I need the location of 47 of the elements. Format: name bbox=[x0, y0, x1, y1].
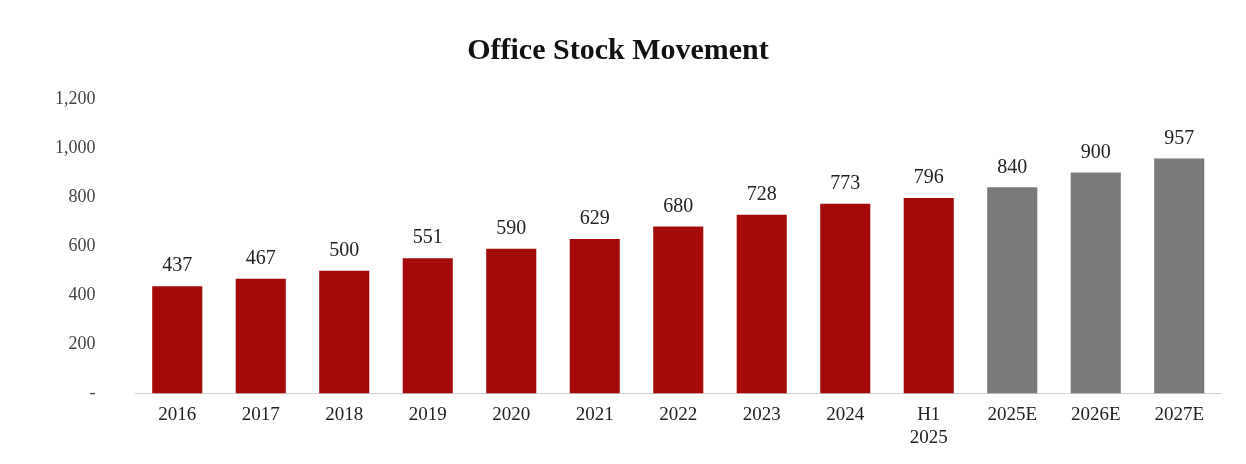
bar bbox=[569, 239, 620, 394]
x-tick-label: 2021 bbox=[575, 402, 614, 424]
chart-title: Office Stock Movement bbox=[467, 31, 769, 65]
y-tick-label: 1,000 bbox=[55, 136, 96, 157]
x-tick-label: 2019 bbox=[408, 402, 447, 424]
bar bbox=[1070, 172, 1121, 394]
data-label: 467 bbox=[245, 246, 276, 269]
data-label: 957 bbox=[1164, 125, 1195, 148]
bar bbox=[903, 198, 954, 394]
x-tick-label: 2016 bbox=[158, 402, 197, 424]
bar bbox=[736, 214, 787, 394]
bar bbox=[653, 226, 704, 394]
x-tick-label: 2017 bbox=[241, 402, 280, 424]
data-label: 728 bbox=[746, 182, 777, 205]
x-tick-label: 2023 bbox=[742, 402, 781, 424]
data-label: 629 bbox=[579, 206, 610, 229]
x-tick-label: 2024 bbox=[826, 402, 865, 424]
x-tick-label: 2027E bbox=[1154, 402, 1205, 424]
x-tick-label: 2025E bbox=[987, 402, 1038, 424]
y-tick-label: - bbox=[89, 382, 96, 403]
y-tick-label: 1,200 bbox=[55, 87, 96, 108]
data-label: 590 bbox=[496, 215, 527, 238]
data-label: 773 bbox=[830, 171, 861, 194]
bar bbox=[319, 270, 370, 394]
bar bbox=[1154, 158, 1205, 394]
bar bbox=[820, 203, 871, 394]
data-label: 680 bbox=[663, 193, 694, 216]
bar bbox=[235, 278, 286, 394]
x-tick-label: 2022 bbox=[659, 402, 698, 424]
y-tick-label: 800 bbox=[68, 185, 96, 206]
y-tick-label: 600 bbox=[68, 234, 96, 255]
data-label: 900 bbox=[1080, 139, 1111, 162]
data-label: 500 bbox=[329, 237, 360, 260]
bar bbox=[152, 286, 203, 394]
y-tick-label: 200 bbox=[68, 333, 96, 354]
x-tick-label: 2020 bbox=[492, 402, 531, 424]
x-tick-label: 2026E bbox=[1070, 402, 1121, 424]
x-tick-label: 2018 bbox=[325, 402, 364, 424]
x-tick-label: H1 2025 bbox=[909, 402, 948, 447]
data-label: 437 bbox=[162, 253, 193, 276]
data-label: 551 bbox=[412, 225, 443, 248]
y-tick-label: 400 bbox=[68, 284, 96, 304]
bar bbox=[402, 258, 453, 394]
data-label: 840 bbox=[997, 154, 1028, 177]
bar bbox=[987, 187, 1038, 394]
data-label: 796 bbox=[913, 165, 944, 188]
bar bbox=[486, 248, 537, 394]
